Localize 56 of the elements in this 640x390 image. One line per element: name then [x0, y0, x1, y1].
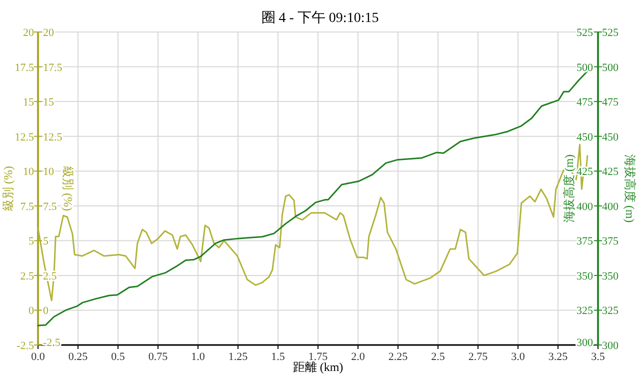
y3-tick-label: 5: [43, 236, 49, 248]
y2-tick-label: 450: [576, 131, 594, 144]
text: 海拔高度 (m): [623, 154, 637, 223]
y3-tick-label: 0: [43, 305, 49, 318]
x-tick-label: 1.0: [191, 351, 206, 363]
y-tick-label: 7.5: [20, 200, 34, 213]
y2-axis-title: 海拔高度 (m): [562, 154, 576, 223]
text: 325: [602, 305, 619, 318]
y-tick-label: 17.5: [14, 62, 34, 74]
x-tick-label: 2.0: [351, 351, 366, 363]
y3-axis-title: 級別 (%): [1, 166, 15, 211]
y3-tick-label: 20: [43, 27, 54, 39]
y2-tick-label: 375: [576, 236, 594, 248]
x-tick-label: 1.5: [271, 351, 286, 363]
x-tick-label: 0.0: [31, 351, 46, 363]
y3-tick-label: 12.5: [43, 131, 63, 144]
y2-tick-label: 400: [576, 200, 594, 213]
x-tick-label: 1.25: [228, 351, 248, 363]
text: 450: [602, 131, 619, 144]
text: 425: [602, 166, 619, 178]
text: 375: [602, 236, 619, 248]
y2-tick-label: 525: [576, 27, 594, 39]
text: 475: [602, 96, 619, 109]
y-tick-label: -2.5: [16, 340, 34, 352]
x-tick-label: 3.0: [511, 351, 526, 363]
y3-tick-label: 17.5: [43, 62, 63, 74]
y-tick-label: 15: [23, 96, 34, 109]
y-axis-title: 級別 (%): [61, 166, 75, 211]
x-axis-title: 距離 (km): [292, 360, 344, 374]
y-tick-label: 0: [28, 305, 34, 318]
y2-tick-label: 325: [576, 305, 594, 318]
y-tick-label: 5: [28, 236, 34, 248]
x-tick-label: 3.5: [591, 351, 606, 363]
x-tick-label: 2.5: [431, 351, 446, 363]
x-tick-label: 2.25: [388, 351, 408, 363]
y-tick-label: 20: [23, 27, 34, 39]
x-tick-label: 0.75: [148, 351, 168, 363]
y3-tick-label: 10: [43, 166, 54, 178]
y-tick-label: 10: [23, 166, 34, 178]
y2-tick-label: 475: [576, 96, 594, 109]
text: 525: [602, 27, 619, 39]
text: 300: [602, 340, 619, 352]
y3-tick-label: 15: [43, 96, 54, 109]
y2-tick-label: 350: [576, 270, 594, 282]
text: 500: [602, 62, 619, 74]
x-tick-label: 2.75: [468, 351, 488, 363]
x-tick-label: 3.25: [548, 351, 568, 363]
x-tick-label: 0.5: [111, 351, 126, 363]
x-tick-label: 0.25: [68, 351, 88, 363]
text: 350: [602, 270, 619, 282]
y3-tick-label: 7.5: [43, 200, 58, 213]
y2-tick-label: 500: [576, 62, 594, 74]
y-tick-label: 2.5: [20, 270, 34, 282]
chart-title: 圈 4 - 下午 09:10:15: [261, 10, 379, 26]
text: 400: [602, 200, 619, 213]
y-tick-label: 12.5: [14, 131, 34, 144]
